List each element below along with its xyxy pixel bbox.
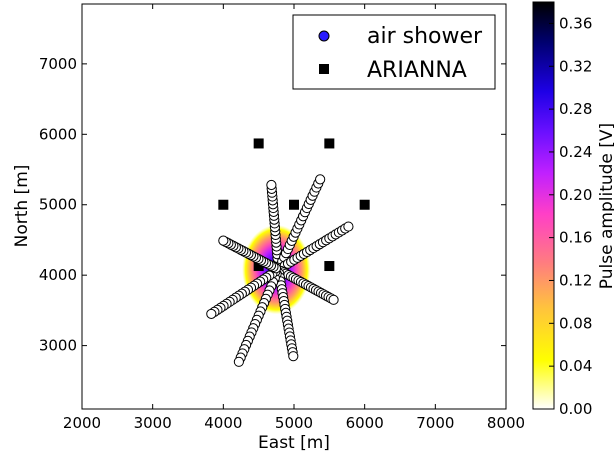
- colorbar-tick-label: 0.00: [559, 400, 592, 418]
- x-tick-label: 5000: [275, 414, 313, 432]
- y-tick-label: 5000: [39, 196, 77, 214]
- y-axis-label: North [m]: [12, 165, 32, 248]
- x-tick-label: 4000: [204, 414, 242, 432]
- x-tick-label: 3000: [134, 414, 172, 432]
- air-shower-point: [289, 352, 298, 361]
- colorbar-tick-label: 0.36: [559, 14, 592, 32]
- arianna-station: [289, 200, 299, 210]
- colorbar-label: Pulse amplitude [V]: [597, 123, 614, 289]
- colorbar: [533, 2, 554, 409]
- y-tick-label: 7000: [39, 55, 77, 73]
- colorbar-tick-label: 0.16: [559, 229, 592, 247]
- air-shower-point: [344, 222, 353, 231]
- colorbar-tick-label: 0.28: [559, 100, 592, 118]
- air-shower-point: [329, 295, 338, 304]
- arianna-station: [218, 200, 228, 210]
- x-tick-label: 6000: [346, 414, 384, 432]
- colorbar-tick-label: 0.08: [559, 314, 592, 332]
- arianna-station: [324, 261, 334, 271]
- air-shower-point: [316, 175, 325, 184]
- air-shower-point: [267, 180, 276, 189]
- arianna-station: [254, 138, 264, 148]
- x-tick-label: 8000: [487, 414, 525, 432]
- air-shower-point: [234, 357, 243, 366]
- arianna-station: [360, 200, 370, 210]
- y-tick-label: 6000: [39, 125, 77, 143]
- legend-marker-air-shower: [319, 31, 329, 41]
- legend: air shower ARIANNA: [293, 15, 495, 89]
- legend-label-arianna: ARIANNA: [367, 58, 467, 83]
- air-shower-point: [219, 236, 228, 245]
- x-axis-label: East [m]: [258, 433, 330, 453]
- colorbar-tick-label: 0.04: [559, 357, 592, 375]
- y-tick-label: 4000: [39, 266, 77, 284]
- colorbar-tick-label: 0.24: [559, 143, 592, 161]
- legend-label-air-shower: air shower: [367, 24, 483, 49]
- arianna-station: [324, 138, 334, 148]
- colorbar-tick-label: 0.12: [559, 271, 592, 289]
- colorbar-tick-label: 0.20: [559, 186, 592, 204]
- air-shower-point: [207, 309, 216, 318]
- x-tick-label: 7000: [416, 414, 454, 432]
- x-tick-label: 2000: [63, 414, 101, 432]
- legend-marker-arianna: [319, 64, 329, 74]
- colorbar-tick-label: 0.32: [559, 57, 592, 75]
- y-tick-label: 3000: [39, 337, 77, 355]
